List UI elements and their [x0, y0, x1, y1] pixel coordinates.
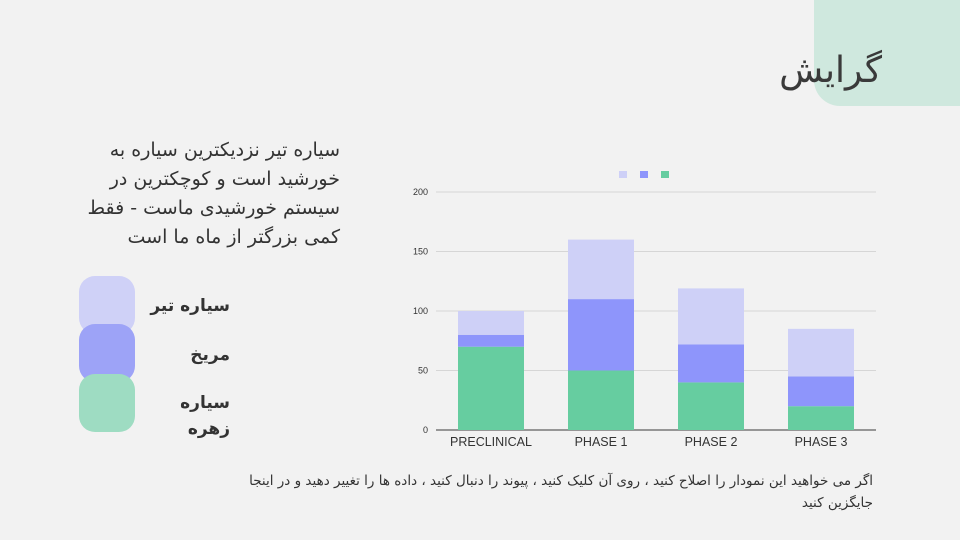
legend-label-mercury: سیاره تیر — [150, 296, 230, 316]
y-tick-label: 0 — [423, 425, 428, 435]
x-tick-label: PHASE 2 — [685, 435, 738, 449]
y-tick-label: 200 — [413, 187, 428, 197]
bar-segment[interactable] — [458, 334, 524, 347]
x-tick-label: PHASE 3 — [795, 435, 848, 449]
legend-label-venus: سیاره زهره — [180, 393, 230, 439]
bar-segment[interactable] — [788, 406, 854, 430]
y-tick-label: 150 — [413, 247, 428, 257]
bar-segment[interactable] — [568, 370, 634, 431]
footer-note: اگر می خواهید این نمودار را اصلاح کنید ،… — [249, 473, 873, 511]
legend-swatch-venus — [79, 374, 135, 432]
slide-title: گرایش — [779, 50, 882, 91]
stacked-bar-chart[interactable]: 0 50 100 150 200 PRECLINICAL PHASE 1 PHASE 2 PH… — [400, 160, 890, 460]
chart-legend-swatch — [661, 171, 669, 178]
bar-segment[interactable] — [678, 344, 744, 383]
chart-legend-swatch — [640, 171, 648, 178]
bar-segment[interactable] — [458, 346, 524, 430]
x-tick-label: PHASE 1 — [575, 435, 628, 449]
y-tick-label: 100 — [413, 306, 428, 316]
bar-segment[interactable] — [458, 311, 524, 335]
bar-segment[interactable] — [788, 376, 854, 407]
bar-segment[interactable] — [568, 299, 634, 371]
bar-segment[interactable] — [788, 328, 854, 377]
bar-segment[interactable] — [678, 288, 744, 345]
bar-segment[interactable] — [678, 382, 744, 430]
legend-swatch-mars — [79, 324, 135, 382]
chart-legend-swatch — [619, 171, 627, 178]
x-tick-label: PRECLINICAL — [450, 435, 532, 449]
bar-segment[interactable] — [568, 239, 634, 300]
corner-accent — [814, 0, 960, 106]
legend-label-mars: مریخ — [190, 345, 230, 365]
y-tick-label: 50 — [418, 366, 428, 376]
slide-description: سیاره تیر نزدیکترین سیاره به خورشید است … — [87, 139, 340, 248]
